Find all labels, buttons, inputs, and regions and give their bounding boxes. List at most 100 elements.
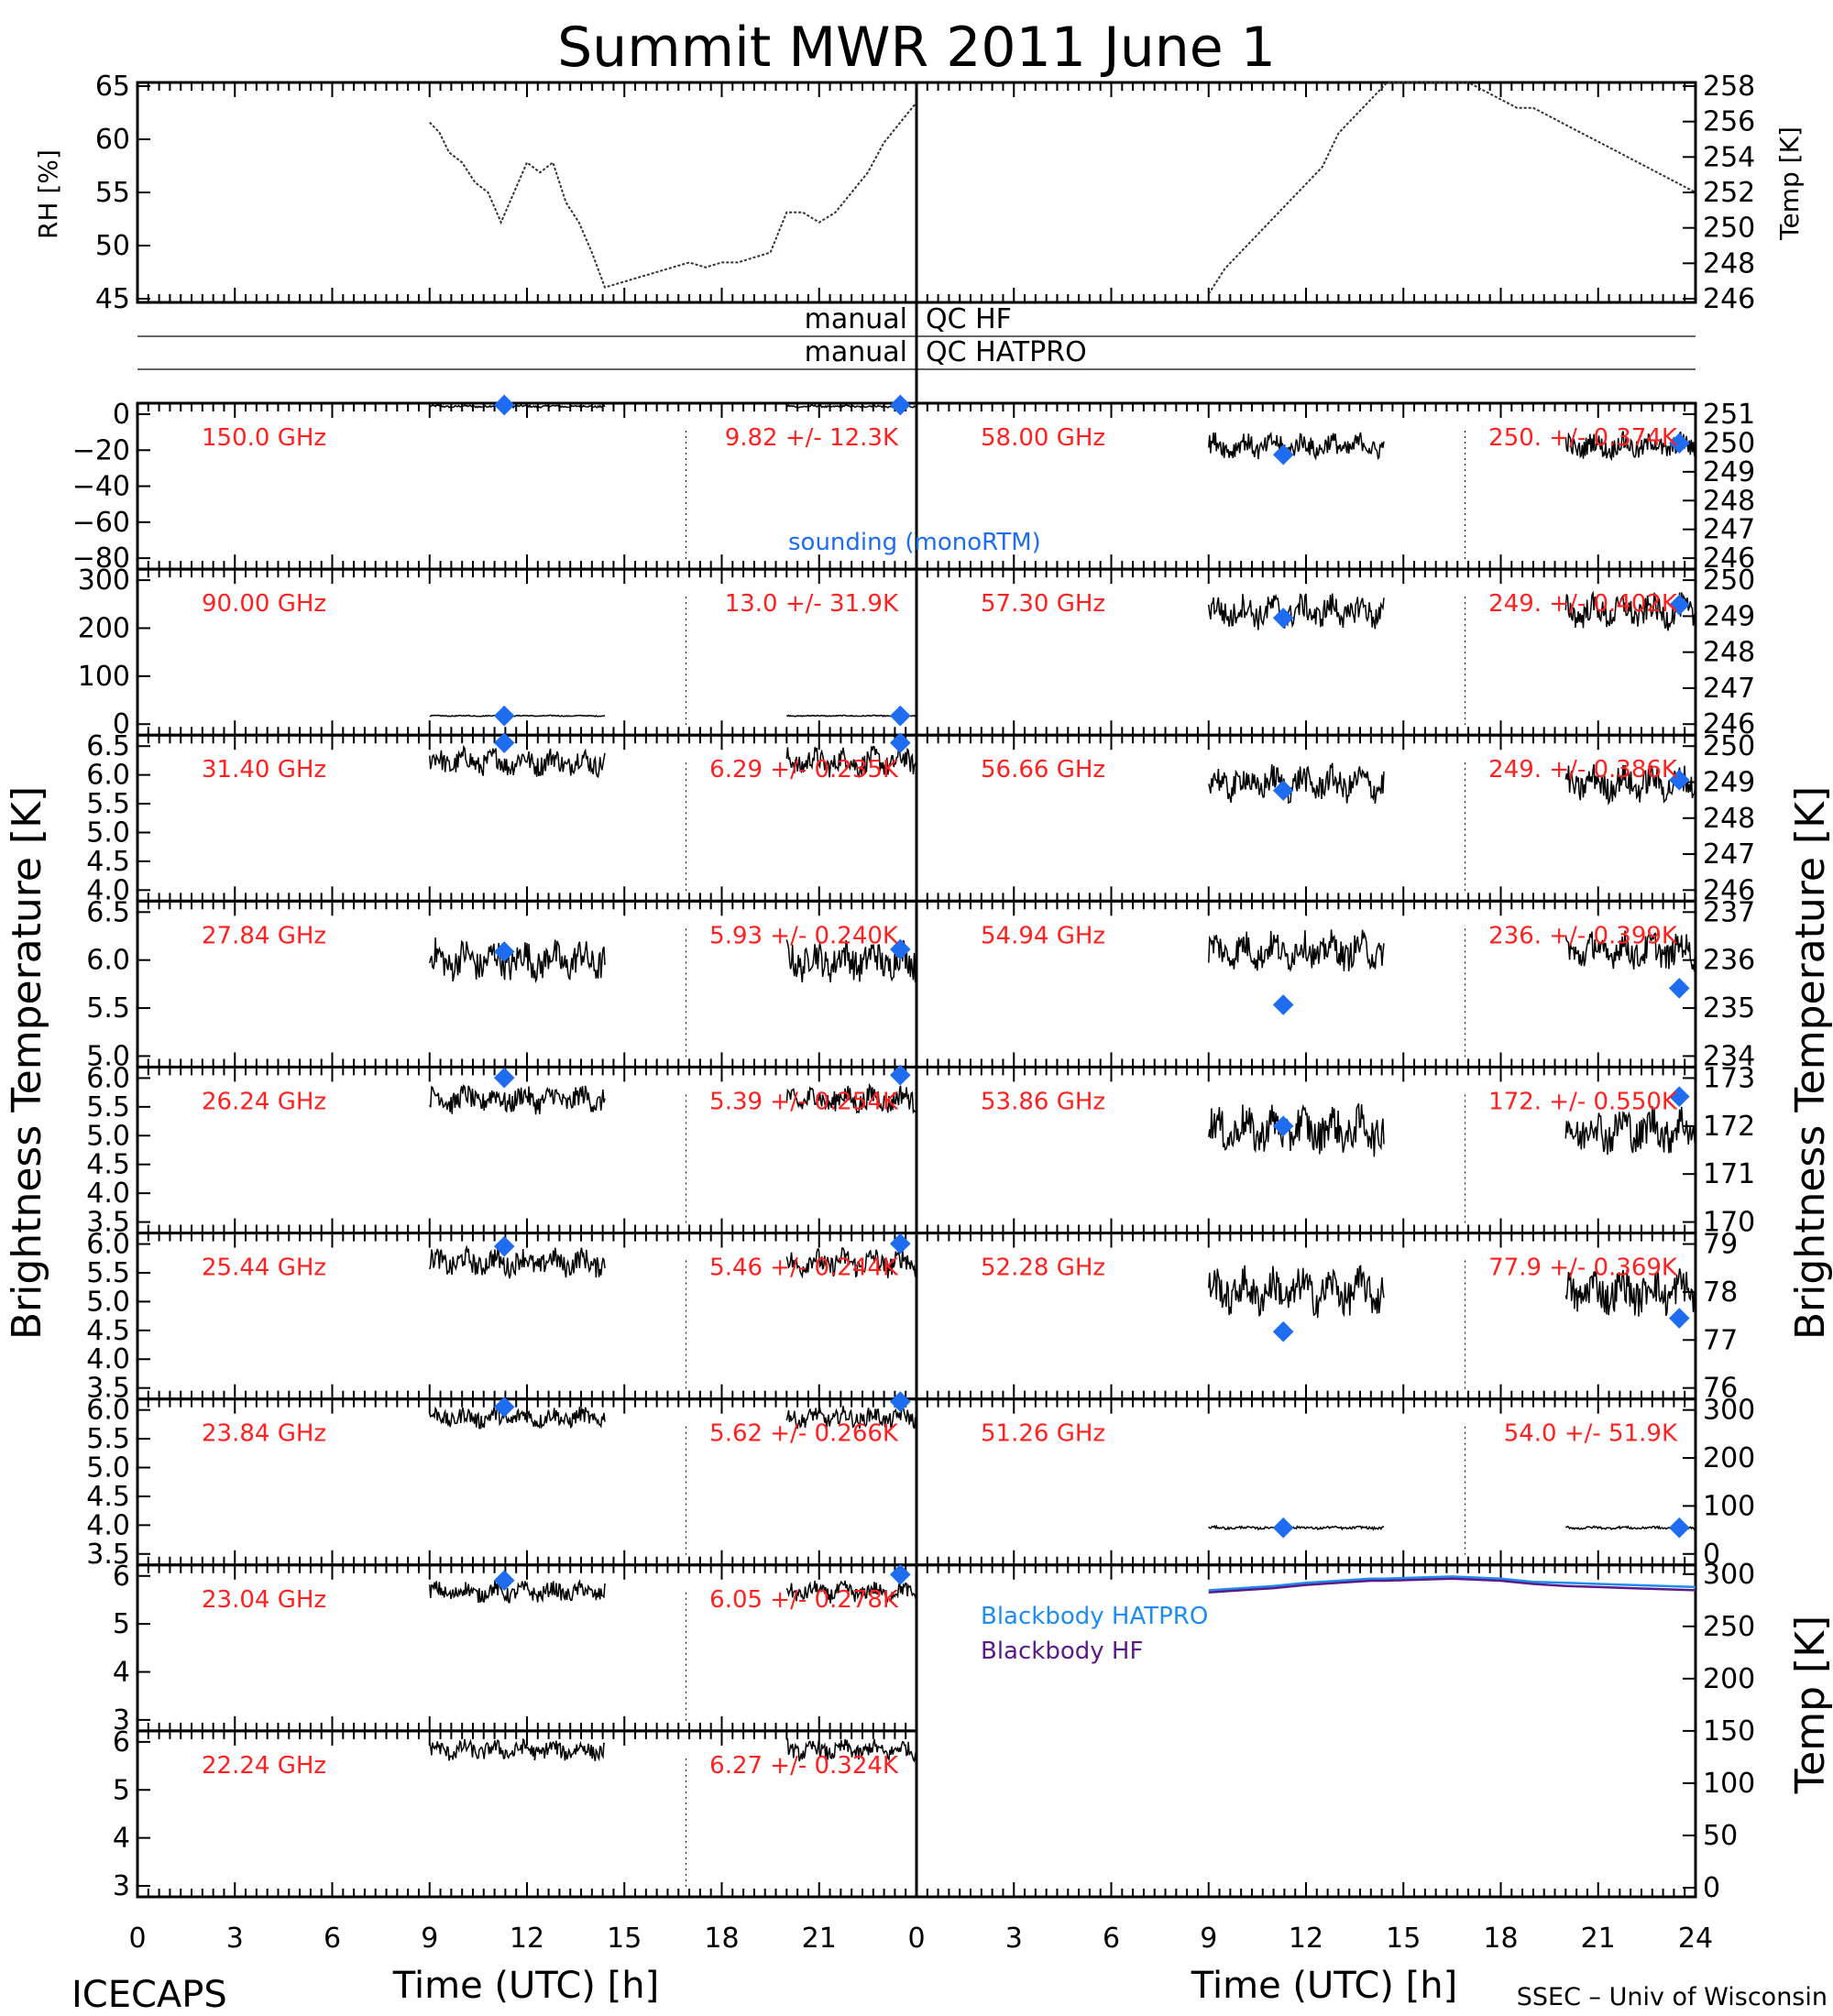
panel-left-6-sounding-point <box>493 1397 515 1418</box>
x-tick-label-right: 15 <box>1386 1923 1421 1955</box>
panel-left-3-ytick-label: 6.0 <box>86 945 130 977</box>
panel-right-6-channel-label: 51.26 GHz <box>981 1420 1105 1448</box>
panel-left-4-ytick-label: 5.0 <box>86 1120 130 1152</box>
temp-panel-ytick-label: 254 <box>1703 141 1755 173</box>
x-tick-label-right: 3 <box>1005 1923 1023 1955</box>
panel-left-2-ytick-label: 6.5 <box>86 730 130 762</box>
x-tick-label-left: 15 <box>607 1923 642 1955</box>
panel-left-3-ytick-label: 6.5 <box>86 896 130 928</box>
temp-panel-ytick-label: 246 <box>1703 283 1755 315</box>
x-tick-label-left: 0 <box>128 1923 146 1955</box>
panel-right-4-ytick-label: 172 <box>1703 1111 1755 1143</box>
panel-left-1-stats-label: 13.0 +/- 31.9K <box>725 590 899 618</box>
panel-left-1-ytick-label: 300 <box>78 564 130 597</box>
x-tick-label-left: 9 <box>421 1923 438 1955</box>
panel-right-1-sounding-point <box>1668 594 1690 616</box>
x-tick-label-left: 3 <box>226 1923 244 1955</box>
panel-left-4-ytick-label: 5.5 <box>86 1091 130 1123</box>
panel-left-6-sounding-point <box>889 1391 911 1412</box>
panel-left-2-ytick-label: 5.5 <box>86 788 130 820</box>
x-tick-label-right: 9 <box>1200 1923 1217 1955</box>
blackbody-panel-ytick-label: 200 <box>1703 1663 1755 1695</box>
rh-panel-ytick-label: 50 <box>95 230 130 262</box>
x-tick-label-right: 18 <box>1483 1923 1518 1955</box>
xlabel-left: Time (UTC) [h] <box>392 1965 659 2007</box>
panel-left-3-sounding-point <box>493 941 515 962</box>
panel-right-3-series <box>1208 929 1696 972</box>
panel-right-0-ytick-label: 246 <box>1703 542 1755 575</box>
panel-right-1-series <box>1208 590 1696 631</box>
panel-right-3-ytick-label: 236 <box>1703 945 1755 977</box>
panel-right-0-ytick-label: 248 <box>1703 485 1755 517</box>
panel-left-1-ytick-label: 100 <box>78 661 130 693</box>
panel-right-4-sounding-point <box>1272 1115 1294 1137</box>
panel-right-4-stats-label: 172. +/- 0.550K <box>1488 1088 1678 1115</box>
panel-left-2-channel-label: 31.40 GHz <box>202 756 326 783</box>
panel-right-0-ytick-label: 251 <box>1703 399 1755 431</box>
panel-left-8-series <box>429 1737 917 1763</box>
panel-left-2-series <box>429 744 917 779</box>
panel-left-8-ytick-label: 4 <box>113 1823 130 1855</box>
panel-left-4-series <box>429 1082 916 1115</box>
panel-left-0-sounding-point <box>889 394 911 416</box>
panel-right-0-sounding-point <box>1668 433 1690 455</box>
panel-left-7-sounding-point <box>889 1563 911 1585</box>
panel-right-4-ytick-label: 173 <box>1703 1062 1755 1094</box>
panel-left-5-sounding-point <box>493 1235 515 1257</box>
panel-right-0-stats-label: 250. +/- 0.374K <box>1488 424 1678 452</box>
panel-left-0-ytick-label: 0 <box>113 399 130 431</box>
panel-left-4-ytick-label: 4.5 <box>86 1149 130 1181</box>
panel-right-3-ytick-label: 237 <box>1703 896 1755 928</box>
legend-hf: Blackbody HF <box>981 1638 1143 1665</box>
panel-right-1-stats-label: 249. +/- 0.402K <box>1488 590 1678 618</box>
panel-right-1-ytick-label: 247 <box>1703 673 1755 705</box>
panel-right-5-sounding-point <box>1668 1308 1690 1329</box>
left-ylabel: Brightness Temperature [K] <box>4 786 50 1340</box>
blackbody-panel-ytick-label: 150 <box>1703 1715 1755 1748</box>
panel-right-4-sounding-point <box>1668 1086 1690 1107</box>
panel-left-8-stats-label: 6.27 +/- 0.324K <box>709 1752 899 1780</box>
panel-left-3-stats-label: 5.93 +/- 0.240K <box>709 922 899 949</box>
panel-left-2-ytick-label: 5.0 <box>86 816 130 849</box>
panel-right-5-channel-label: 52.28 GHz <box>981 1255 1105 1282</box>
panel-left-5-ytick-label: 3.5 <box>86 1373 130 1405</box>
panel-left-7-ytick-label: 3 <box>113 1704 130 1737</box>
panel-left-5-stats-label: 5.46 +/- 0.244K <box>709 1255 899 1282</box>
panel-left-3-sounding-point <box>889 938 911 960</box>
panel-left-7-ytick-label: 5 <box>113 1608 130 1640</box>
panel-left-3-channel-label: 27.84 GHz <box>202 922 326 949</box>
qc-hf-right: QC HF <box>926 303 1012 335</box>
temp-ylabel-top: Temp [K] <box>1774 126 1805 241</box>
panel-left-6-series <box>429 1404 917 1430</box>
panel-right-6-stats-label: 54.0 +/- 51.9K <box>1504 1420 1678 1448</box>
panel-right-1-sounding-point <box>1272 608 1294 629</box>
panel-left-2-ytick-label: 4.0 <box>86 874 130 906</box>
panel-right-2-ytick-label: 247 <box>1703 838 1755 871</box>
panel-left-3-ytick-label: 5.0 <box>86 1040 130 1072</box>
blackbody-hatpro-line <box>1208 1575 1696 1592</box>
panel-left-2-stats-label: 6.29 +/- 0.235K <box>709 756 899 783</box>
panel-left-6-ytick-label: 4.5 <box>86 1481 130 1513</box>
panel-right-6-sounding-point <box>1668 1517 1690 1539</box>
panel-left-5-ytick-label: 4.5 <box>86 1315 130 1347</box>
x-tick-label-left: 0 <box>907 1923 925 1955</box>
qc-rows: manual QC HF manual QC HATPRO <box>137 82 1696 403</box>
panel-left-7-ytick-label: 4 <box>113 1657 130 1689</box>
panel-right-2-channel-label: 56.66 GHz <box>981 756 1105 783</box>
panel-right-0-sounding-point <box>1272 444 1294 466</box>
panel-left-6-ytick-label: 3.5 <box>86 1539 130 1571</box>
panel-right-5-ytick-label: 78 <box>1703 1276 1738 1309</box>
blackbody-panel-ytick-label: 100 <box>1703 1768 1755 1800</box>
panel-right-2-ytick-label: 248 <box>1703 803 1755 835</box>
panel-right-4-channel-label: 53.86 GHz <box>981 1088 1105 1115</box>
panel-right-5-sounding-point <box>1272 1320 1294 1342</box>
panel-right-1-ytick-label: 249 <box>1703 600 1755 632</box>
xlabel-right: Time (UTC) [h] <box>1191 1965 1457 2007</box>
panel-left-5-sounding-point <box>889 1233 911 1255</box>
panel-left-7-sounding-point <box>493 1570 515 1591</box>
panel-left-2-ytick-label: 4.5 <box>86 846 130 878</box>
panel-right-5-ytick-label: 77 <box>1703 1324 1738 1356</box>
panel-left-5-series <box>429 1244 916 1279</box>
panel-left-1-channel-label: 90.00 GHz <box>202 590 326 618</box>
panel-right-0-ytick-label: 247 <box>1703 514 1755 546</box>
